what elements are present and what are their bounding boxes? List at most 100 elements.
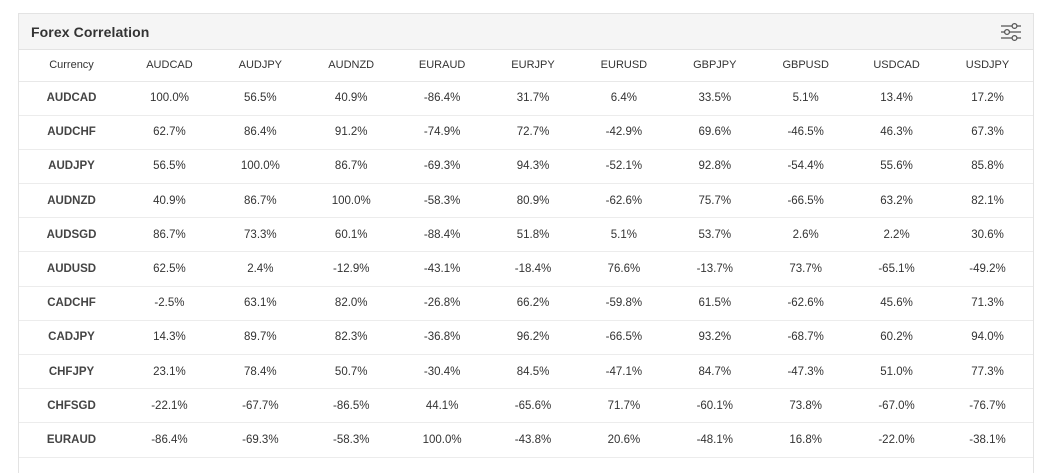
correlation-cell: -86.4% — [396, 81, 488, 116]
correlation-cell: 96.2% — [487, 320, 579, 356]
correlation-cell: -42.9% — [578, 115, 670, 150]
correlation-cell: 33.5% — [669, 81, 761, 116]
row-currency-label: AUDSGD — [19, 217, 124, 253]
correlation-cell: 55.6% — [851, 149, 943, 185]
row-currency-label: AUDJPY — [19, 149, 124, 185]
row-currency-label: CADJPY — [19, 320, 124, 356]
correlation-cell: -2.5% — [124, 286, 215, 321]
correlation-cell: 51.8% — [487, 217, 579, 253]
correlation-cell: -38.1% — [942, 422, 1033, 458]
correlation-cell: 85.8% — [942, 149, 1033, 185]
correlation-cell: -43.8% — [487, 422, 579, 458]
correlation-cell: 31.7% — [487, 81, 579, 116]
row-currency-label: AUDCHF — [19, 115, 124, 150]
correlation-cell: 23.1% — [124, 354, 215, 390]
correlation-cell: 62.7% — [124, 115, 215, 150]
column-header[interactable]: AUDCAD — [124, 50, 215, 82]
correlation-cell: 86.4% — [214, 115, 306, 150]
column-header[interactable]: USDCAD — [851, 50, 943, 82]
correlation-cell: -47.3% — [760, 354, 852, 390]
correlation-cell: 53.7% — [669, 217, 761, 253]
column-header[interactable]: AUDNZD — [305, 50, 397, 82]
correlation-cell: -62.6% — [760, 286, 852, 321]
widget-title: Forex Correlation — [31, 23, 150, 40]
column-header[interactable]: EURUSD — [578, 50, 670, 82]
correlation-cell: 5.1% — [760, 81, 852, 116]
table-body: AUDCAD 100.0% 56.5% 40.9% -86.4% 31.7% 6.4% 33.… — [19, 81, 1033, 458]
correlation-cell: -66.5% — [578, 320, 670, 356]
correlation-cell: 78.4% — [214, 354, 306, 390]
column-header[interactable]: GBPJPY — [669, 50, 761, 82]
correlation-cell: -47.1% — [578, 354, 670, 390]
correlation-cell: 100.0% — [214, 149, 306, 185]
table-row: CADCHF -2.5% 63.1% 82.0% -26.8% 66.2% -59.8% 61… — [19, 286, 1033, 321]
correlation-cell: -59.8% — [578, 286, 670, 321]
correlation-cell: -68.7% — [760, 320, 852, 356]
correlation-cell: 2.6% — [760, 217, 852, 253]
correlation-cell: -18.4% — [487, 251, 579, 287]
row-currency-label: CADCHF — [19, 286, 124, 321]
correlation-cell: -49.2% — [942, 251, 1033, 287]
correlation-cell: 75.7% — [669, 183, 761, 219]
table-header-row: Currency AUDCAD AUDJPY AUDNZD EURAUD EURJPY E… — [19, 50, 1033, 82]
table-row: CHFSGD -22.1% -67.7% -86.5% 44.1% -65.6% 71.7%… — [19, 388, 1033, 424]
table-row: AUDCHF 62.7% 86.4% 91.2% -74.9% 72.7% -42.9% 69… — [19, 115, 1033, 150]
correlation-cell: 60.1% — [305, 217, 397, 253]
correlation-cell: -43.1% — [396, 251, 488, 287]
correlation-cell: 56.5% — [124, 149, 215, 185]
row-currency-label: EURAUD — [19, 422, 124, 458]
correlation-cell: 44.1% — [396, 388, 488, 424]
correlation-cell: 71.3% — [942, 286, 1033, 321]
correlation-cell: -54.4% — [760, 149, 852, 185]
correlation-cell: 56.5% — [214, 81, 306, 116]
correlation-cell: 6.4% — [578, 81, 670, 116]
correlation-cell: 86.7% — [305, 149, 397, 185]
table-row: AUDNZD 40.9% 86.7% 100.0% -58.3% 80.9% -62.6% 7… — [19, 183, 1033, 219]
correlation-cell: -65.6% — [487, 388, 579, 424]
correlation-cell: 100.0% — [305, 183, 397, 219]
correlation-cell: 71.7% — [578, 388, 670, 424]
correlation-cell: 93.2% — [669, 320, 761, 356]
corner-header: Currency — [19, 50, 124, 82]
correlation-cell: 40.9% — [124, 183, 215, 219]
row-currency-label: AUDNZD — [19, 183, 124, 219]
correlation-cell: -46.5% — [760, 115, 852, 150]
correlation-cell: 17.2% — [942, 81, 1033, 116]
correlation-cell: -74.9% — [396, 115, 488, 150]
correlation-cell: 5.1% — [578, 217, 670, 253]
correlation-cell: -12.9% — [305, 251, 397, 287]
correlation-cell: 50.7% — [305, 354, 397, 390]
correlation-cell: 77.3% — [942, 354, 1033, 390]
correlation-cell: 60.2% — [851, 320, 943, 356]
correlation-cell: 84.5% — [487, 354, 579, 390]
correlation-cell: 2.4% — [214, 251, 306, 287]
correlation-cell: 13.4% — [851, 81, 943, 116]
column-header[interactable]: GBPUSD — [760, 50, 852, 82]
settings-button[interactable] — [1000, 21, 1022, 43]
correlation-cell: 69.6% — [669, 115, 761, 150]
column-header[interactable]: EURJPY — [487, 50, 579, 82]
column-header[interactable]: EURAUD — [396, 50, 488, 82]
correlation-cell: 63.1% — [214, 286, 306, 321]
table-row: AUDJPY 56.5% 100.0% 86.7% -69.3% 94.3% -52.1% 9… — [19, 149, 1033, 185]
correlation-cell: -22.1% — [124, 388, 215, 424]
correlation-cell: -86.5% — [305, 388, 397, 424]
correlation-cell: -52.1% — [578, 149, 670, 185]
correlation-cell: 14.3% — [124, 320, 215, 356]
correlation-cell: -48.1% — [669, 422, 761, 458]
row-currency-label: AUDUSD — [19, 251, 124, 287]
correlation-cell: 30.6% — [942, 217, 1033, 253]
correlation-cell: 84.7% — [669, 354, 761, 390]
correlation-cell: -30.4% — [396, 354, 488, 390]
correlation-cell: -76.7% — [942, 388, 1033, 424]
correlation-cell: -69.3% — [214, 422, 306, 458]
table-row: CADJPY 14.3% 89.7% 82.3% -36.8% 96.2% -66.5% 93… — [19, 320, 1033, 356]
correlation-cell: 67.3% — [942, 115, 1033, 150]
correlation-cell: -26.8% — [396, 286, 488, 321]
sliders-icon — [1001, 22, 1021, 41]
correlation-cell: -67.7% — [214, 388, 306, 424]
correlation-cell: 86.7% — [124, 217, 215, 253]
row-currency-label: AUDCAD — [19, 81, 124, 116]
column-header[interactable]: AUDJPY — [214, 50, 306, 82]
column-header[interactable]: USDJPY — [942, 50, 1033, 82]
